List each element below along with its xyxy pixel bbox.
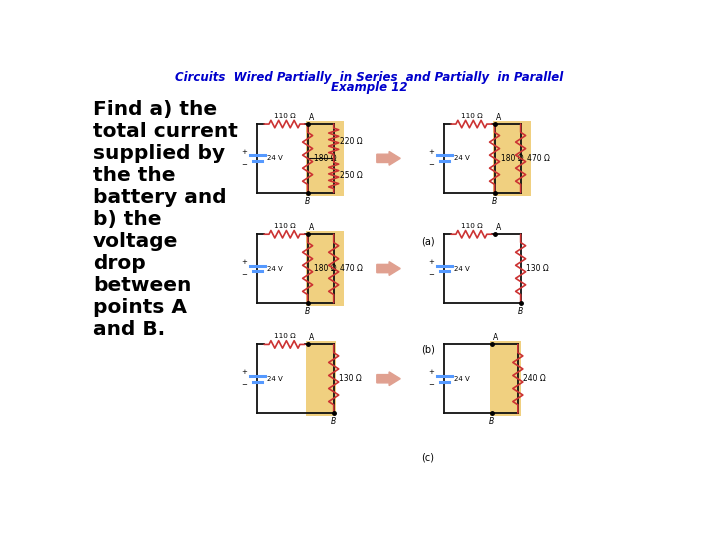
Text: Find a) the
total current
supplied by
the the
battery and
b) the
voltage
drop
be: Find a) the total current supplied by th… xyxy=(93,100,238,339)
Text: 130 Ω: 130 Ω xyxy=(526,264,549,273)
FancyBboxPatch shape xyxy=(490,341,521,416)
Text: 180 Ω: 180 Ω xyxy=(315,264,337,273)
Text: A: A xyxy=(496,113,501,122)
Text: B: B xyxy=(518,307,523,316)
Text: 240 Ω: 240 Ω xyxy=(523,374,546,383)
Text: 110 Ω: 110 Ω xyxy=(274,223,295,230)
Text: +: + xyxy=(241,259,248,265)
Text: 470 Ω: 470 Ω xyxy=(341,264,364,273)
Text: 180 Ω: 180 Ω xyxy=(315,154,337,163)
Text: 180 Ω: 180 Ω xyxy=(501,154,524,163)
Text: B: B xyxy=(489,417,495,426)
Text: −: − xyxy=(428,162,434,168)
Text: 24 V: 24 V xyxy=(454,266,469,272)
Text: 24 V: 24 V xyxy=(454,156,469,161)
Text: A: A xyxy=(310,113,315,122)
Text: +: + xyxy=(428,259,434,265)
Text: 220 Ω: 220 Ω xyxy=(341,137,363,146)
Text: A: A xyxy=(496,223,501,232)
Text: B: B xyxy=(492,197,498,206)
Text: Example 12: Example 12 xyxy=(330,80,408,93)
Text: −: − xyxy=(428,382,434,388)
Text: B: B xyxy=(331,417,336,426)
FancyArrow shape xyxy=(377,372,400,386)
Text: B: B xyxy=(305,197,310,206)
Text: A: A xyxy=(493,333,499,342)
Text: 250 Ω: 250 Ω xyxy=(341,171,363,180)
Text: 130 Ω: 130 Ω xyxy=(339,374,362,383)
Text: 24 V: 24 V xyxy=(267,156,283,161)
Text: −: − xyxy=(241,382,248,388)
Text: +: + xyxy=(428,369,434,375)
Text: 24 V: 24 V xyxy=(454,376,469,382)
Text: 24 V: 24 V xyxy=(267,266,283,272)
FancyBboxPatch shape xyxy=(306,231,343,306)
Text: 110 Ω: 110 Ω xyxy=(274,333,295,340)
FancyBboxPatch shape xyxy=(306,341,336,416)
Text: (a): (a) xyxy=(420,237,434,247)
Text: (b): (b) xyxy=(420,345,435,355)
Text: +: + xyxy=(241,369,248,375)
Text: B: B xyxy=(305,307,310,316)
FancyArrow shape xyxy=(377,262,400,275)
Text: −: − xyxy=(241,272,248,278)
Text: −: − xyxy=(241,162,248,168)
Text: Circuits  Wired Partially  in Series  and Partially  in Parallel: Circuits Wired Partially in Series and P… xyxy=(175,71,563,84)
FancyArrow shape xyxy=(377,152,400,165)
Text: 470 Ω: 470 Ω xyxy=(527,154,550,163)
Text: 110 Ω: 110 Ω xyxy=(461,113,482,119)
Text: 24 V: 24 V xyxy=(267,376,283,382)
Text: (c): (c) xyxy=(421,453,434,463)
Text: −: − xyxy=(428,272,434,278)
Text: +: + xyxy=(241,148,248,154)
Text: +: + xyxy=(428,148,434,154)
Text: 110 Ω: 110 Ω xyxy=(461,223,482,230)
Text: 110 Ω: 110 Ω xyxy=(274,113,295,119)
Text: A: A xyxy=(310,223,315,232)
Text: A: A xyxy=(310,333,315,342)
FancyBboxPatch shape xyxy=(306,121,343,196)
FancyBboxPatch shape xyxy=(493,121,531,196)
